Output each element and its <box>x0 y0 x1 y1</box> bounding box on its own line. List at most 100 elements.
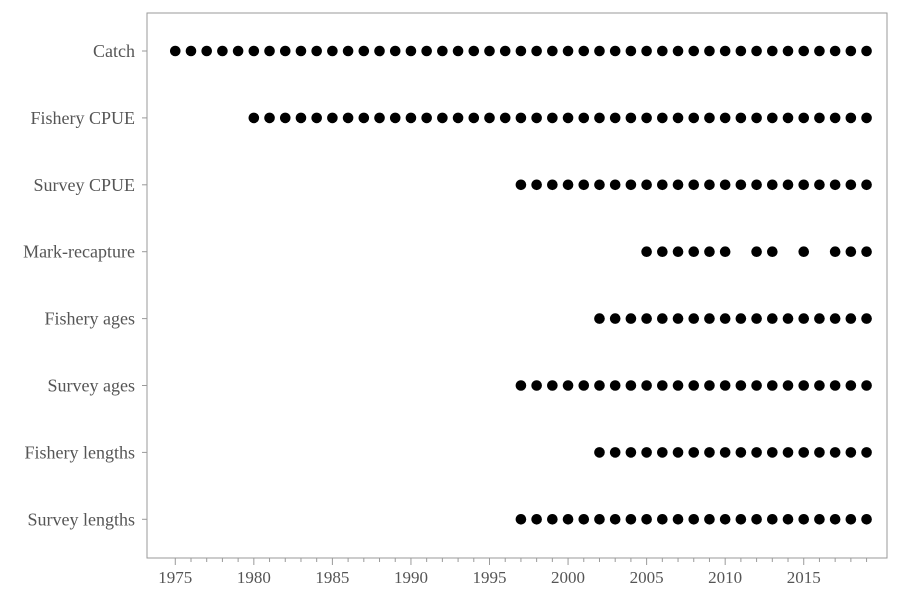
point-survey-cpue-2015 <box>798 179 810 191</box>
point-survey-ages-2001 <box>578 380 590 391</box>
point-catch-1993 <box>452 45 464 57</box>
point-survey-ages-2003 <box>609 380 621 391</box>
point-fishery-lengths-2013 <box>767 447 778 458</box>
point-catch-2008 <box>688 45 700 57</box>
point-survey-cpue-2005 <box>641 179 652 191</box>
y-label-survey-ages: Survey ages <box>48 376 135 396</box>
point-survey-cpue-2003 <box>609 179 621 191</box>
point-catch-2014 <box>782 45 794 57</box>
point-fishery-ages-2016 <box>814 313 825 324</box>
point-survey-ages-2011 <box>735 380 747 391</box>
point-survey-lengths-2001 <box>578 514 590 525</box>
point-survey-lengths-1997 <box>515 514 527 525</box>
point-fishery-cpue-2015 <box>798 112 810 124</box>
point-fishery-cpue-1987 <box>358 112 370 124</box>
point-survey-cpue-1997 <box>515 179 527 191</box>
point-fishery-cpue-1980 <box>248 112 260 124</box>
point-catch-1989 <box>389 45 401 57</box>
point-fishery-lengths-2016 <box>814 447 825 458</box>
point-survey-lengths-2019 <box>861 514 872 525</box>
x-tick-label-1980: 1980 <box>237 568 271 587</box>
point-survey-cpue-2014 <box>782 179 794 191</box>
point-fishery-cpue-2004 <box>625 112 637 124</box>
point-fishery-ages-2009 <box>704 313 715 324</box>
point-catch-2011 <box>735 45 747 57</box>
point-catch-2004 <box>625 45 637 57</box>
point-survey-cpue-2007 <box>672 179 684 191</box>
x-tick-label-1990: 1990 <box>394 568 428 587</box>
point-mark-recapture-2015 <box>798 246 810 257</box>
point-catch-2007 <box>672 45 684 57</box>
point-fishery-cpue-2019 <box>861 112 872 124</box>
point-fishery-lengths-2012 <box>751 447 762 458</box>
y-label-survey-cpue: Survey CPUE <box>33 175 135 195</box>
y-label-survey-lengths: Survey lengths <box>28 509 136 529</box>
point-catch-2015 <box>798 45 810 57</box>
point-survey-lengths-2012 <box>751 514 762 525</box>
point-survey-ages-2005 <box>641 380 652 391</box>
point-survey-cpue-2018 <box>845 179 857 191</box>
point-fishery-cpue-2006 <box>657 112 668 124</box>
point-mark-recapture-2018 <box>845 246 857 257</box>
point-mark-recapture-2008 <box>688 246 700 257</box>
x-tick-label-1975: 1975 <box>158 568 192 587</box>
point-catch-1990 <box>405 45 417 57</box>
point-survey-lengths-2016 <box>814 514 825 525</box>
point-fishery-cpue-1981 <box>264 112 275 124</box>
point-fishery-ages-2010 <box>719 313 731 324</box>
point-catch-1998 <box>531 45 542 57</box>
point-fishery-ages-2008 <box>688 313 700 324</box>
point-survey-cpue-2000 <box>562 179 574 191</box>
point-survey-ages-2015 <box>798 380 810 391</box>
y-label-fishery-ages: Fishery ages <box>45 309 135 329</box>
point-fishery-cpue-1990 <box>405 112 417 124</box>
point-fishery-ages-2014 <box>782 313 794 324</box>
point-survey-lengths-2015 <box>798 514 810 525</box>
y-label-fishery-lengths: Fishery lengths <box>25 442 136 462</box>
point-fishery-cpue-2001 <box>578 112 590 124</box>
point-fishery-ages-2019 <box>861 313 872 324</box>
point-catch-1991 <box>421 45 432 57</box>
point-fishery-ages-2006 <box>657 313 668 324</box>
point-catch-1996 <box>499 45 511 57</box>
point-survey-cpue-2011 <box>735 179 747 191</box>
point-fishery-ages-2007 <box>672 313 684 324</box>
point-fishery-cpue-1999 <box>547 112 558 124</box>
point-fishery-cpue-1992 <box>437 112 448 124</box>
point-survey-lengths-2010 <box>719 514 731 525</box>
point-fishery-ages-2005 <box>641 313 652 324</box>
point-fishery-cpue-2011 <box>735 112 747 124</box>
point-survey-lengths-2008 <box>688 514 700 525</box>
point-fishery-lengths-2017 <box>829 447 841 458</box>
point-catch-1986 <box>342 45 354 57</box>
point-survey-cpue-2008 <box>688 179 700 191</box>
point-fishery-ages-2017 <box>829 313 841 324</box>
point-survey-lengths-2006 <box>657 514 668 525</box>
point-survey-lengths-2005 <box>641 514 652 525</box>
point-fishery-cpue-2014 <box>782 112 794 124</box>
x-tick-label-2010: 2010 <box>708 568 742 587</box>
x-tick-label-1985: 1985 <box>315 568 349 587</box>
point-catch-1982 <box>279 45 291 57</box>
point-mark-recapture-2010 <box>719 246 731 257</box>
point-fishery-ages-2018 <box>845 313 857 324</box>
y-label-fishery-cpue: Fishery CPUE <box>30 108 135 128</box>
point-catch-2013 <box>767 45 778 57</box>
point-mark-recapture-2013 <box>767 246 778 257</box>
point-survey-lengths-2007 <box>672 514 684 525</box>
point-survey-cpue-2013 <box>767 179 778 191</box>
point-fishery-ages-2013 <box>767 313 778 324</box>
point-survey-ages-2017 <box>829 380 841 391</box>
point-survey-ages-2000 <box>562 380 574 391</box>
point-survey-ages-2018 <box>845 380 857 391</box>
point-fishery-cpue-1995 <box>484 112 495 124</box>
point-catch-1985 <box>327 45 338 57</box>
point-fishery-cpue-1983 <box>295 112 307 124</box>
point-survey-cpue-2010 <box>719 179 731 191</box>
point-fishery-cpue-2013 <box>767 112 778 124</box>
point-catch-2010 <box>719 45 731 57</box>
data-points <box>169 45 872 525</box>
point-catch-2012 <box>751 45 762 57</box>
plot-panel-border <box>146 12 888 559</box>
